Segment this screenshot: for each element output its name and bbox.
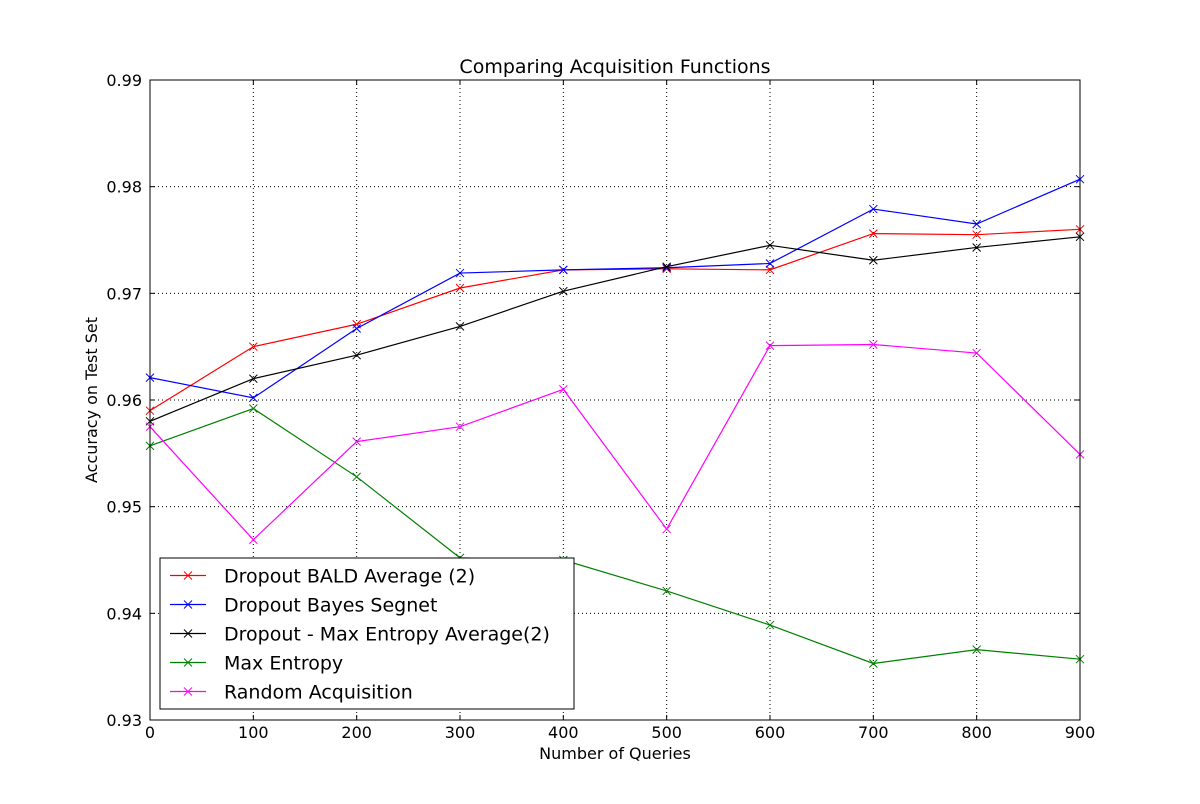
series-4 (145, 340, 1085, 545)
x-tick-label: 100 (238, 723, 269, 742)
legend-entry: Dropout BALD Average (2) (170, 566, 475, 588)
data-point (868, 229, 878, 238)
data-point (248, 374, 258, 384)
legend-marker (183, 658, 193, 667)
series-0 (145, 224, 1085, 416)
x-tick-label: 800 (961, 723, 992, 742)
legend-label: Dropout - Max Entropy Average(2) (224, 624, 550, 646)
data-point (455, 268, 465, 278)
legend-entry: Random Acquisition (170, 682, 413, 704)
data-point (765, 259, 775, 268)
y-tick-label: 0.97 (106, 284, 142, 303)
data-point (765, 620, 775, 630)
x-tick-label: 300 (445, 723, 476, 742)
data-point (248, 535, 258, 545)
legend-label: Dropout Bayes Segnet (224, 595, 437, 617)
x-tick-label: 0 (145, 723, 155, 742)
data-point (352, 472, 362, 482)
data-point (558, 286, 568, 296)
data-point (455, 283, 465, 293)
data-point (352, 437, 362, 446)
data-point (868, 659, 878, 668)
data-point (868, 340, 878, 349)
legend-label: Max Entropy (224, 653, 343, 675)
data-point (972, 219, 982, 229)
data-point (868, 204, 878, 214)
data-point (765, 240, 775, 250)
series-1 (145, 174, 1085, 403)
data-point (558, 265, 568, 275)
legend-marker (183, 687, 193, 696)
legend-entry: Dropout Bayes Segnet (170, 595, 437, 617)
data-point (248, 404, 258, 413)
data-point (662, 262, 672, 272)
data-point (248, 393, 258, 403)
legend-box (159, 557, 575, 710)
legend: Dropout BALD Average (2) Dropout Bayes Se… (159, 557, 575, 710)
x-tick-label: 400 (548, 723, 579, 742)
series-line (149, 236, 1081, 422)
data-point (765, 265, 775, 275)
legend-label: Dropout BALD Average (2) (224, 566, 475, 588)
data-point (455, 322, 465, 331)
x-tick-label: 700 (858, 723, 889, 742)
legend-marker (183, 600, 193, 609)
data-point (248, 342, 258, 352)
data-point (352, 324, 362, 333)
y-tick-label: 0.99 (106, 71, 142, 90)
y-tick-label: 0.93 (106, 711, 142, 730)
legend-entry: Max Entropy (170, 653, 343, 675)
axis-ticks: 0 100 200 300 400 500 600 700 800 900 0.93 0.94 0.95… (106, 71, 1095, 742)
y-tick-label: 0.98 (106, 178, 142, 197)
data-point (972, 243, 982, 252)
data-point (765, 341, 775, 350)
data-point (662, 524, 672, 534)
x-tick-label: 600 (755, 723, 786, 742)
series-line (149, 407, 1081, 665)
series-layer (145, 174, 1085, 668)
y-axis-label: Accuracy on Test Set (82, 317, 101, 483)
legend-label: Random Acquisition (224, 682, 413, 704)
legend-marker (183, 571, 193, 580)
data-point (662, 263, 672, 273)
series-line (149, 178, 1081, 399)
series-line (149, 228, 1081, 412)
grid (150, 80, 1080, 720)
x-tick-label: 900 (1065, 723, 1096, 742)
series-line (149, 343, 1081, 541)
data-point (455, 422, 465, 432)
data-point (972, 348, 982, 358)
data-point (662, 586, 672, 596)
y-tick-label: 0.95 (106, 498, 142, 517)
x-tick-label: 200 (341, 723, 372, 742)
data-point (972, 645, 982, 654)
legend-entry: Dropout - Max Entropy Average(2) (170, 624, 550, 646)
y-tick-label: 0.94 (106, 604, 142, 623)
data-point (352, 350, 362, 360)
legend-marker (183, 629, 193, 638)
data-point (972, 230, 982, 240)
series-2 (145, 232, 1085, 426)
data-point (558, 384, 568, 394)
x-axis-label: Number of Queries (539, 744, 691, 763)
y-tick-label: 0.96 (106, 391, 142, 410)
data-point (868, 255, 878, 265)
chart-title: Comparing Acquisition Functions (459, 56, 770, 78)
x-tick-label: 500 (651, 723, 682, 742)
